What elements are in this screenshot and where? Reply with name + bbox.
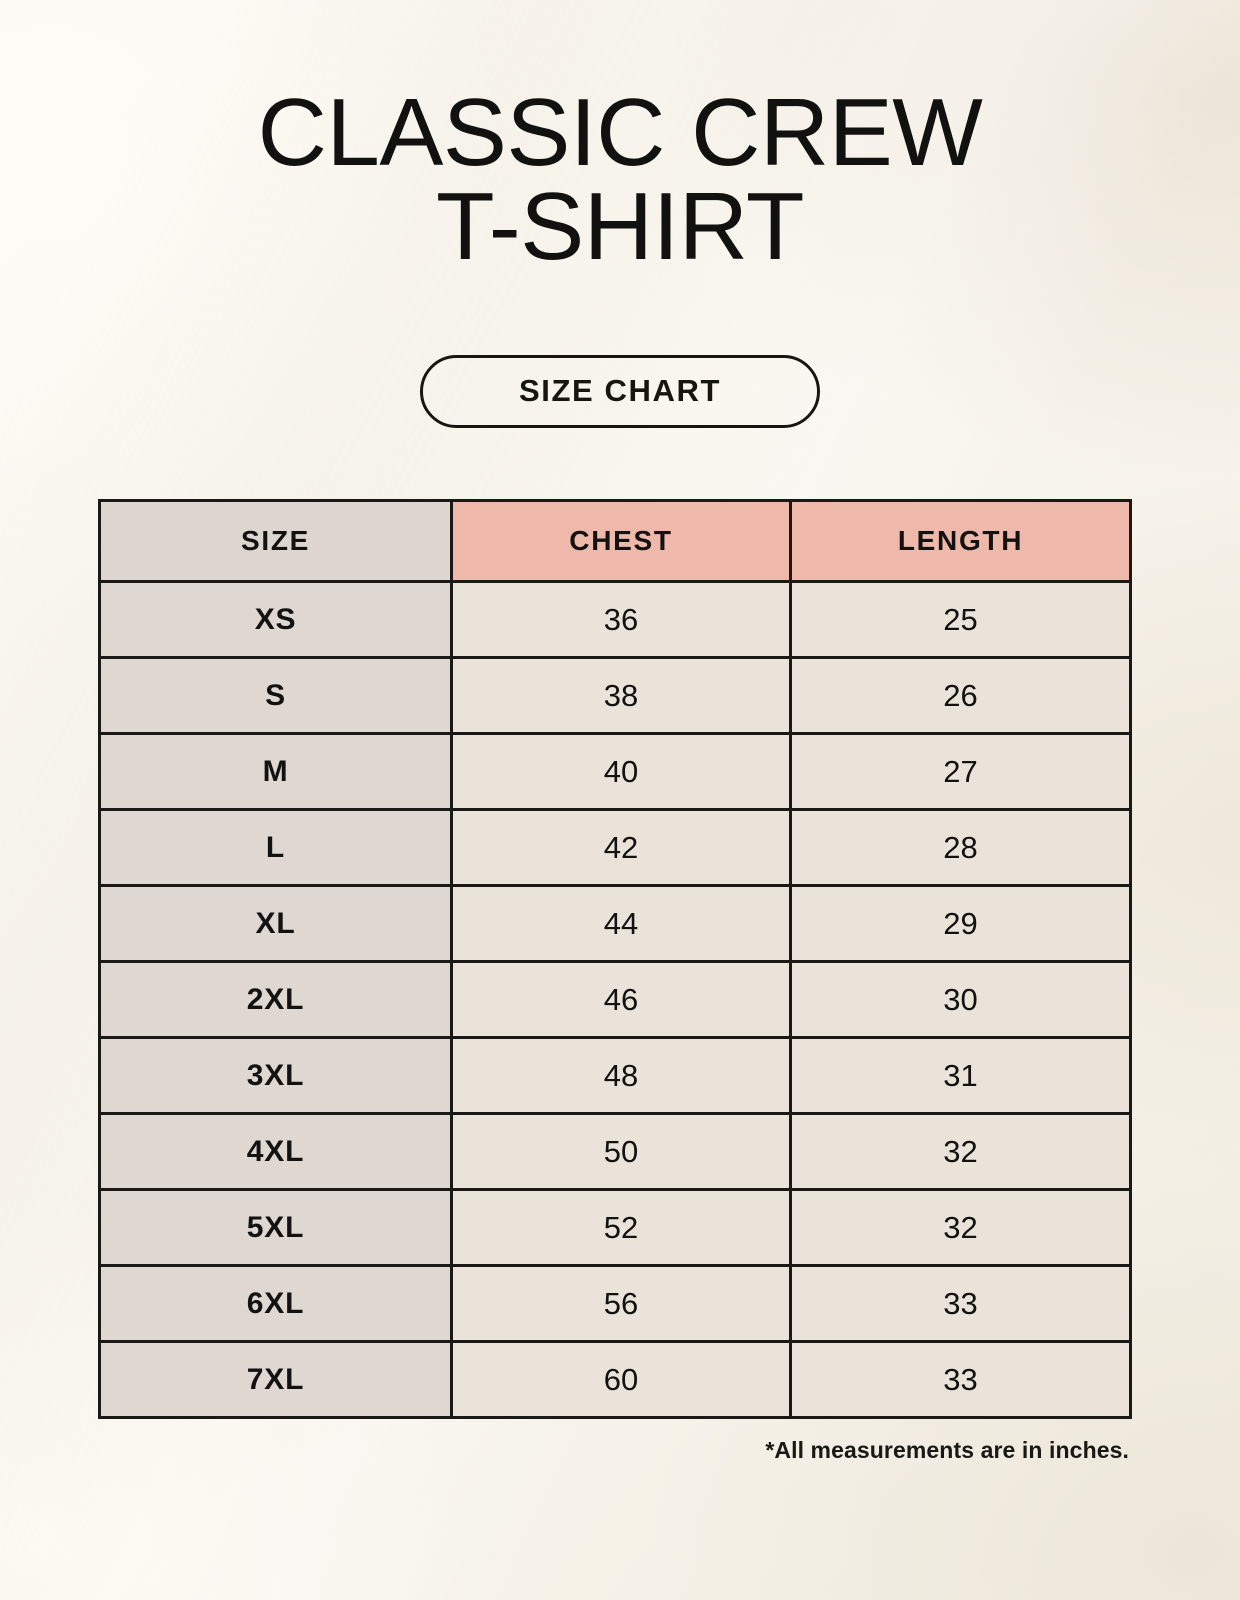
cell-length: 28 <box>789 808 1132 887</box>
column-header-chest: CHEST <box>450 499 792 583</box>
table-header-row: SIZE CHEST LENGTH <box>98 499 1132 583</box>
cell-chest: 52 <box>450 1188 792 1267</box>
cell-size: L <box>98 808 453 887</box>
table-row: 2XL 46 30 <box>98 960 1132 1039</box>
table-body: XS 36 25 S 38 26 M 40 27 L 42 28 XL 44 29 2XL 46 30 3XL 48 3… <box>98 580 1132 1419</box>
table-row: M 40 27 <box>98 732 1132 811</box>
size-table-container: SIZE CHEST LENGTH XS 36 25 S 38 26 M 40 27 L 42 28 X… <box>98 499 1132 1419</box>
table-row: 7XL 60 33 <box>98 1340 1132 1419</box>
cell-size: 2XL <box>98 960 453 1039</box>
table-row: 5XL 52 32 <box>98 1188 1132 1267</box>
cell-size: 4XL <box>98 1112 453 1191</box>
badge-container: SIZE CHART <box>0 355 1240 428</box>
cell-size: 5XL <box>98 1188 453 1267</box>
cell-size: M <box>98 732 453 811</box>
table-row: S 38 26 <box>98 656 1132 735</box>
cell-length: 33 <box>789 1340 1132 1419</box>
table-row: 4XL 50 32 <box>98 1112 1132 1191</box>
cell-chest: 44 <box>450 884 792 963</box>
cell-chest: 56 <box>450 1264 792 1343</box>
table-row: L 42 28 <box>98 808 1132 887</box>
cell-chest: 40 <box>450 732 792 811</box>
table-row: XS 36 25 <box>98 580 1132 659</box>
cell-size: 3XL <box>98 1036 453 1115</box>
cell-size: S <box>98 656 453 735</box>
table-row: XL 44 29 <box>98 884 1132 963</box>
cell-length: 30 <box>789 960 1132 1039</box>
cell-chest: 42 <box>450 808 792 887</box>
cell-chest: 48 <box>450 1036 792 1115</box>
cell-length: 32 <box>789 1112 1132 1191</box>
size-table: SIZE CHEST LENGTH XS 36 25 S 38 26 M 40 27 L 42 28 X… <box>98 499 1132 1419</box>
table-header: SIZE CHEST LENGTH <box>98 499 1132 583</box>
cell-size: XL <box>98 884 453 963</box>
cell-size: 6XL <box>98 1264 453 1343</box>
cell-length: 26 <box>789 656 1132 735</box>
page-title: CLASSIC CREW T-SHIRT <box>257 79 983 281</box>
measurements-footnote: *All measurements are in inches. <box>765 1437 1129 1463</box>
cell-length: 32 <box>789 1188 1132 1267</box>
cell-length: 27 <box>789 732 1132 811</box>
cell-size: XS <box>98 580 453 659</box>
cell-length: 25 <box>789 580 1132 659</box>
cell-length: 29 <box>789 884 1132 963</box>
cell-size: 7XL <box>98 1340 453 1419</box>
table-row: 3XL 48 31 <box>98 1036 1132 1115</box>
title-block: CLASSIC CREW T-SHIRT <box>0 79 1240 281</box>
cell-chest: 38 <box>450 656 792 735</box>
column-header-length: LENGTH <box>789 499 1132 583</box>
cell-chest: 36 <box>450 580 792 659</box>
size-chart-badge: SIZE CHART <box>420 355 820 428</box>
cell-length: 33 <box>789 1264 1132 1343</box>
cell-chest: 46 <box>450 960 792 1039</box>
table-row: 6XL 56 33 <box>98 1264 1132 1343</box>
cell-length: 31 <box>789 1036 1132 1115</box>
cell-chest: 50 <box>450 1112 792 1191</box>
cell-chest: 60 <box>450 1340 792 1419</box>
column-header-size: SIZE <box>98 499 453 583</box>
